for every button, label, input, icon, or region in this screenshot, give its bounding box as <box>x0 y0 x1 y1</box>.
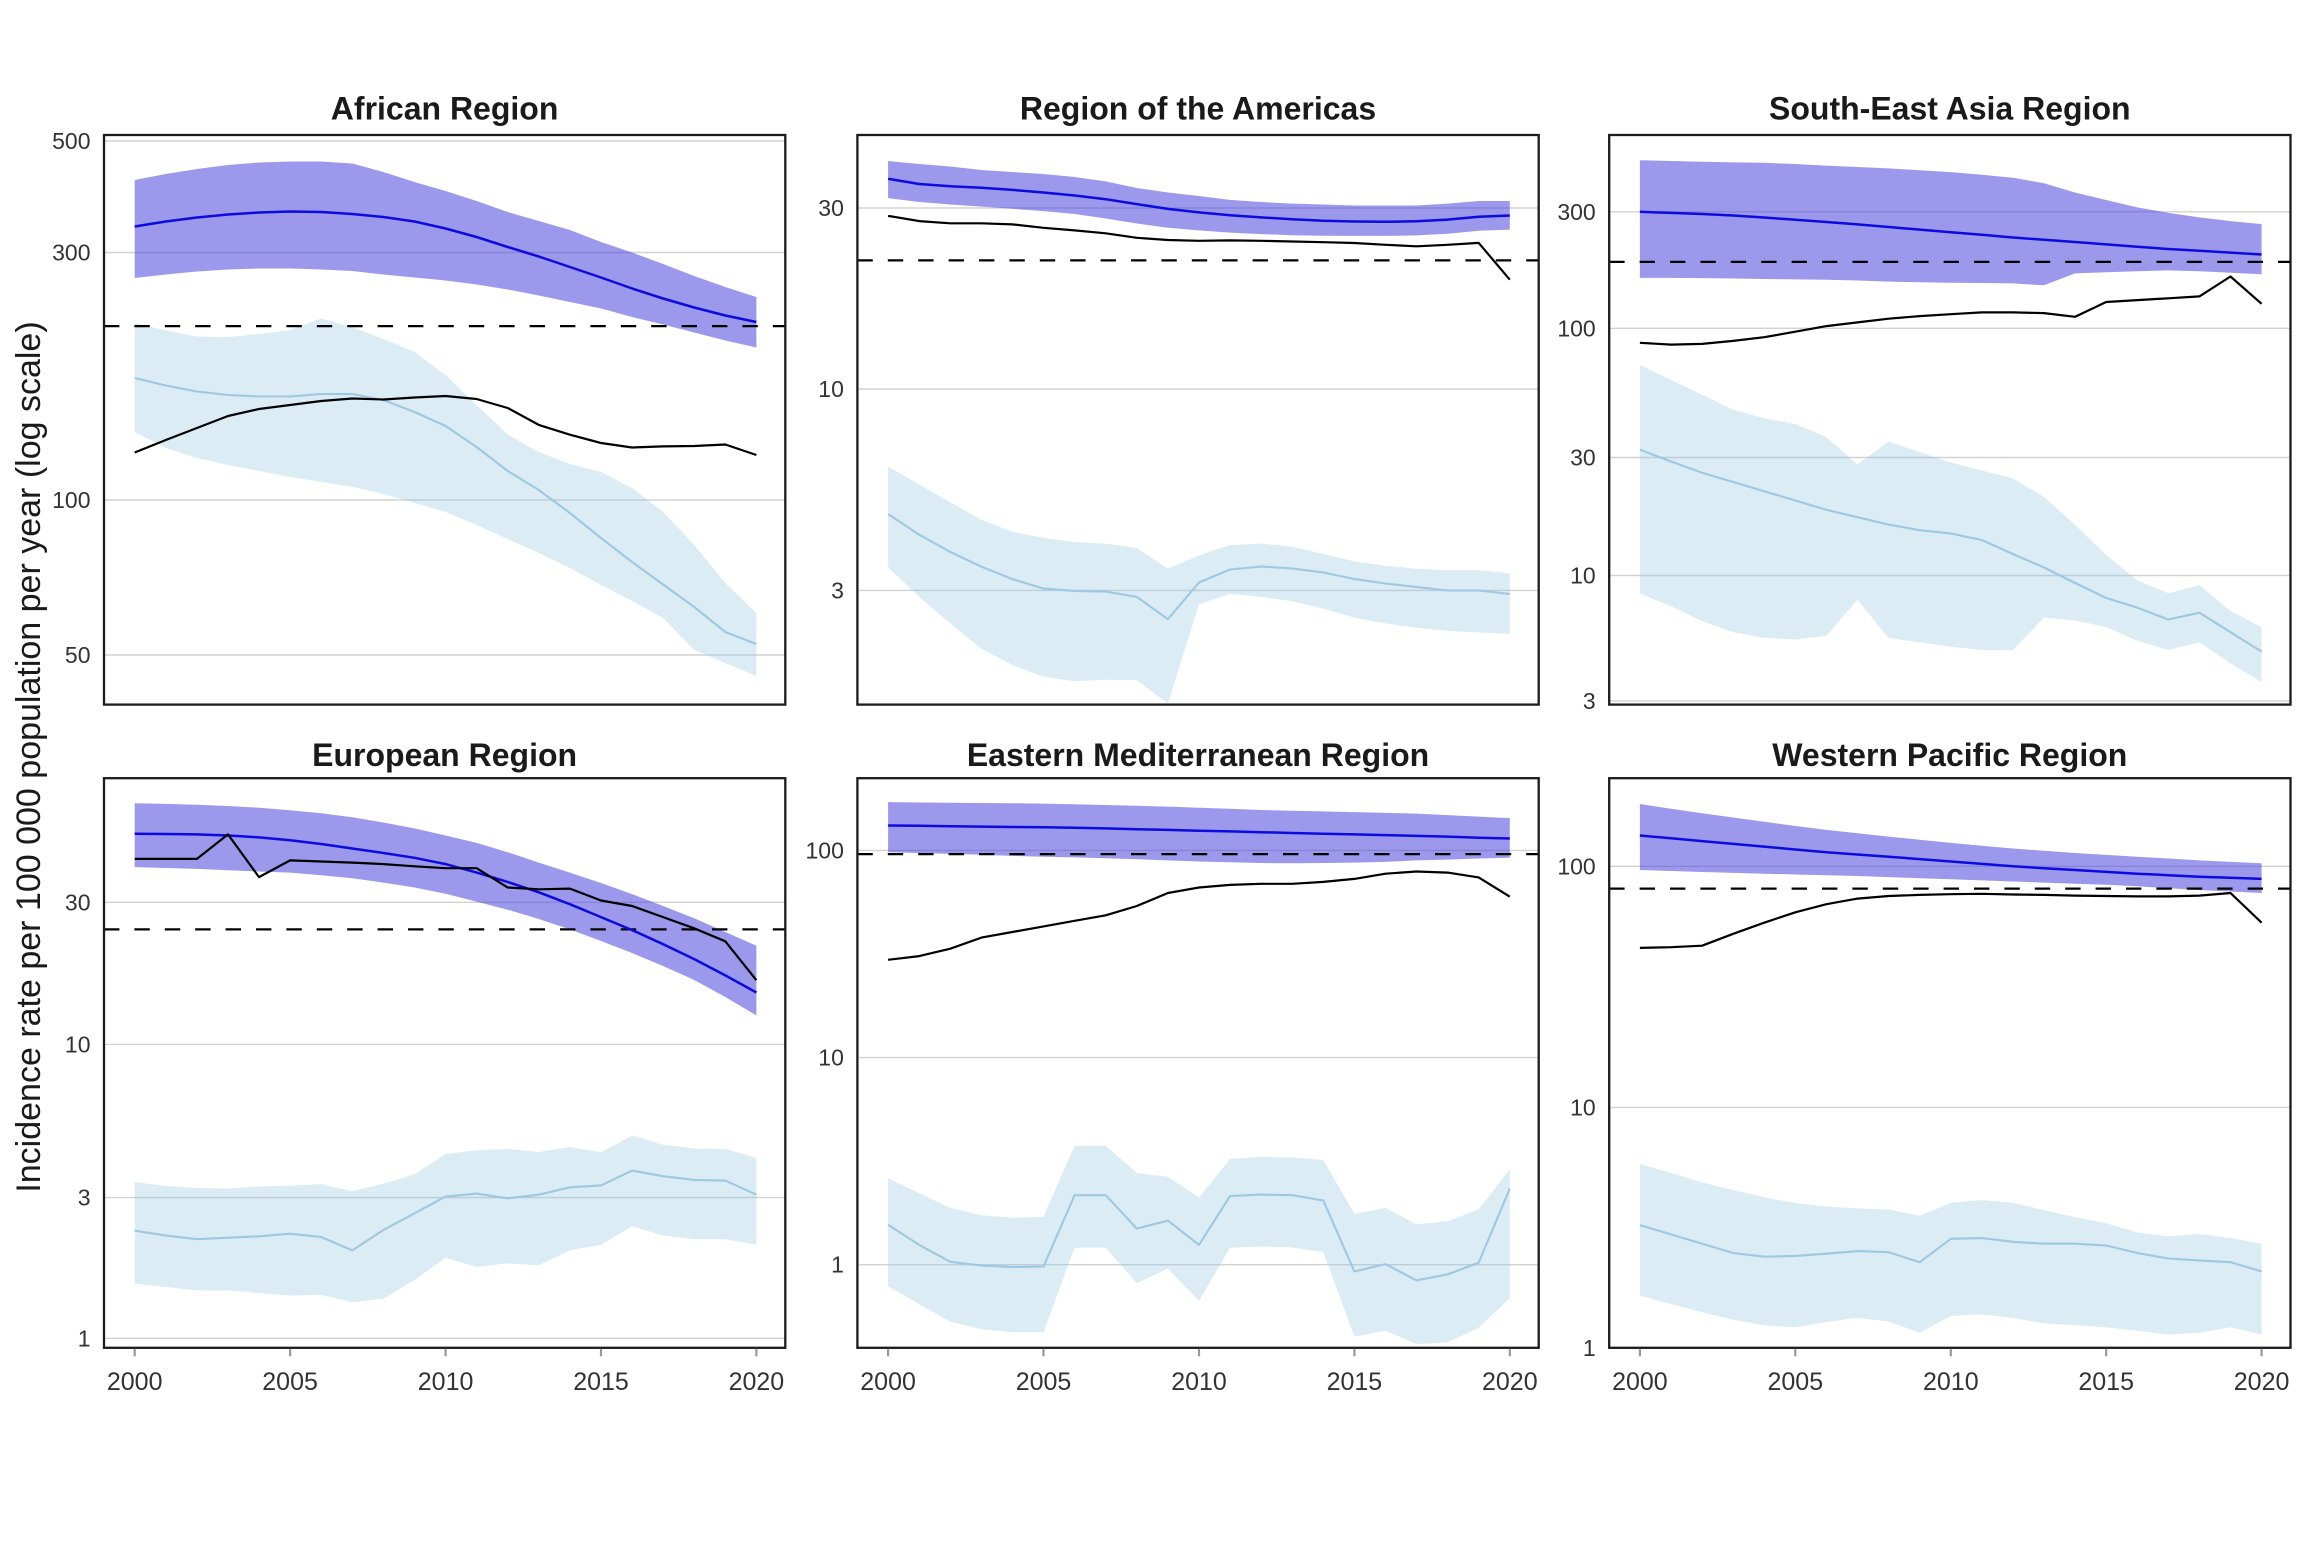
svg-text:10: 10 <box>1570 1094 1596 1120</box>
svg-text:2010: 2010 <box>1171 1368 1227 1396</box>
svg-text:100: 100 <box>806 837 844 863</box>
svg-text:South-East Asia Region: South-East Asia Region <box>1769 91 2131 127</box>
svg-text:100: 100 <box>1557 315 1595 341</box>
svg-text:1: 1 <box>78 1325 91 1351</box>
svg-text:2015: 2015 <box>573 1368 629 1396</box>
svg-text:30: 30 <box>1570 445 1596 471</box>
svg-text:2015: 2015 <box>2078 1368 2134 1396</box>
svg-text:2005: 2005 <box>1767 1368 1823 1396</box>
svg-text:300: 300 <box>1557 199 1595 225</box>
svg-text:2005: 2005 <box>262 1368 318 1396</box>
svg-text:2000: 2000 <box>1612 1368 1668 1396</box>
svg-text:Western Pacific Region: Western Pacific Region <box>1772 737 2127 773</box>
svg-text:Region of the Americas: Region of the Americas <box>1020 91 1376 127</box>
svg-text:1: 1 <box>1583 1335 1596 1361</box>
svg-text:10: 10 <box>818 376 844 402</box>
svg-text:30: 30 <box>65 889 91 915</box>
svg-text:3: 3 <box>831 577 844 603</box>
svg-text:3: 3 <box>1583 688 1596 714</box>
svg-text:10: 10 <box>1570 563 1596 589</box>
svg-text:European Region: European Region <box>312 737 577 773</box>
svg-text:500: 500 <box>52 128 90 154</box>
svg-text:10: 10 <box>65 1031 91 1057</box>
svg-text:2020: 2020 <box>729 1368 785 1396</box>
svg-text:2000: 2000 <box>107 1368 163 1396</box>
svg-text:Incidence rate per 100 000 pop: Incidence rate per 100 000 population pe… <box>10 321 48 1192</box>
svg-text:1: 1 <box>831 1252 844 1278</box>
svg-text:100: 100 <box>52 487 90 513</box>
svg-text:2020: 2020 <box>2234 1368 2290 1396</box>
svg-text:100: 100 <box>1557 853 1595 879</box>
svg-text:2020: 2020 <box>1482 1368 1538 1396</box>
svg-text:30: 30 <box>818 195 844 221</box>
svg-text:10: 10 <box>818 1045 844 1071</box>
svg-text:300: 300 <box>52 240 90 266</box>
svg-text:3: 3 <box>78 1185 91 1211</box>
svg-text:2010: 2010 <box>1923 1368 1979 1396</box>
svg-text:50: 50 <box>65 642 91 668</box>
svg-text:Eastern Mediterranean Region: Eastern Mediterranean Region <box>967 737 1429 773</box>
svg-text:2000: 2000 <box>860 1368 916 1396</box>
svg-text:2005: 2005 <box>1016 1368 1072 1396</box>
svg-text:2010: 2010 <box>418 1368 474 1396</box>
svg-text:African Region: African Region <box>331 91 559 127</box>
svg-text:2015: 2015 <box>1327 1368 1383 1396</box>
